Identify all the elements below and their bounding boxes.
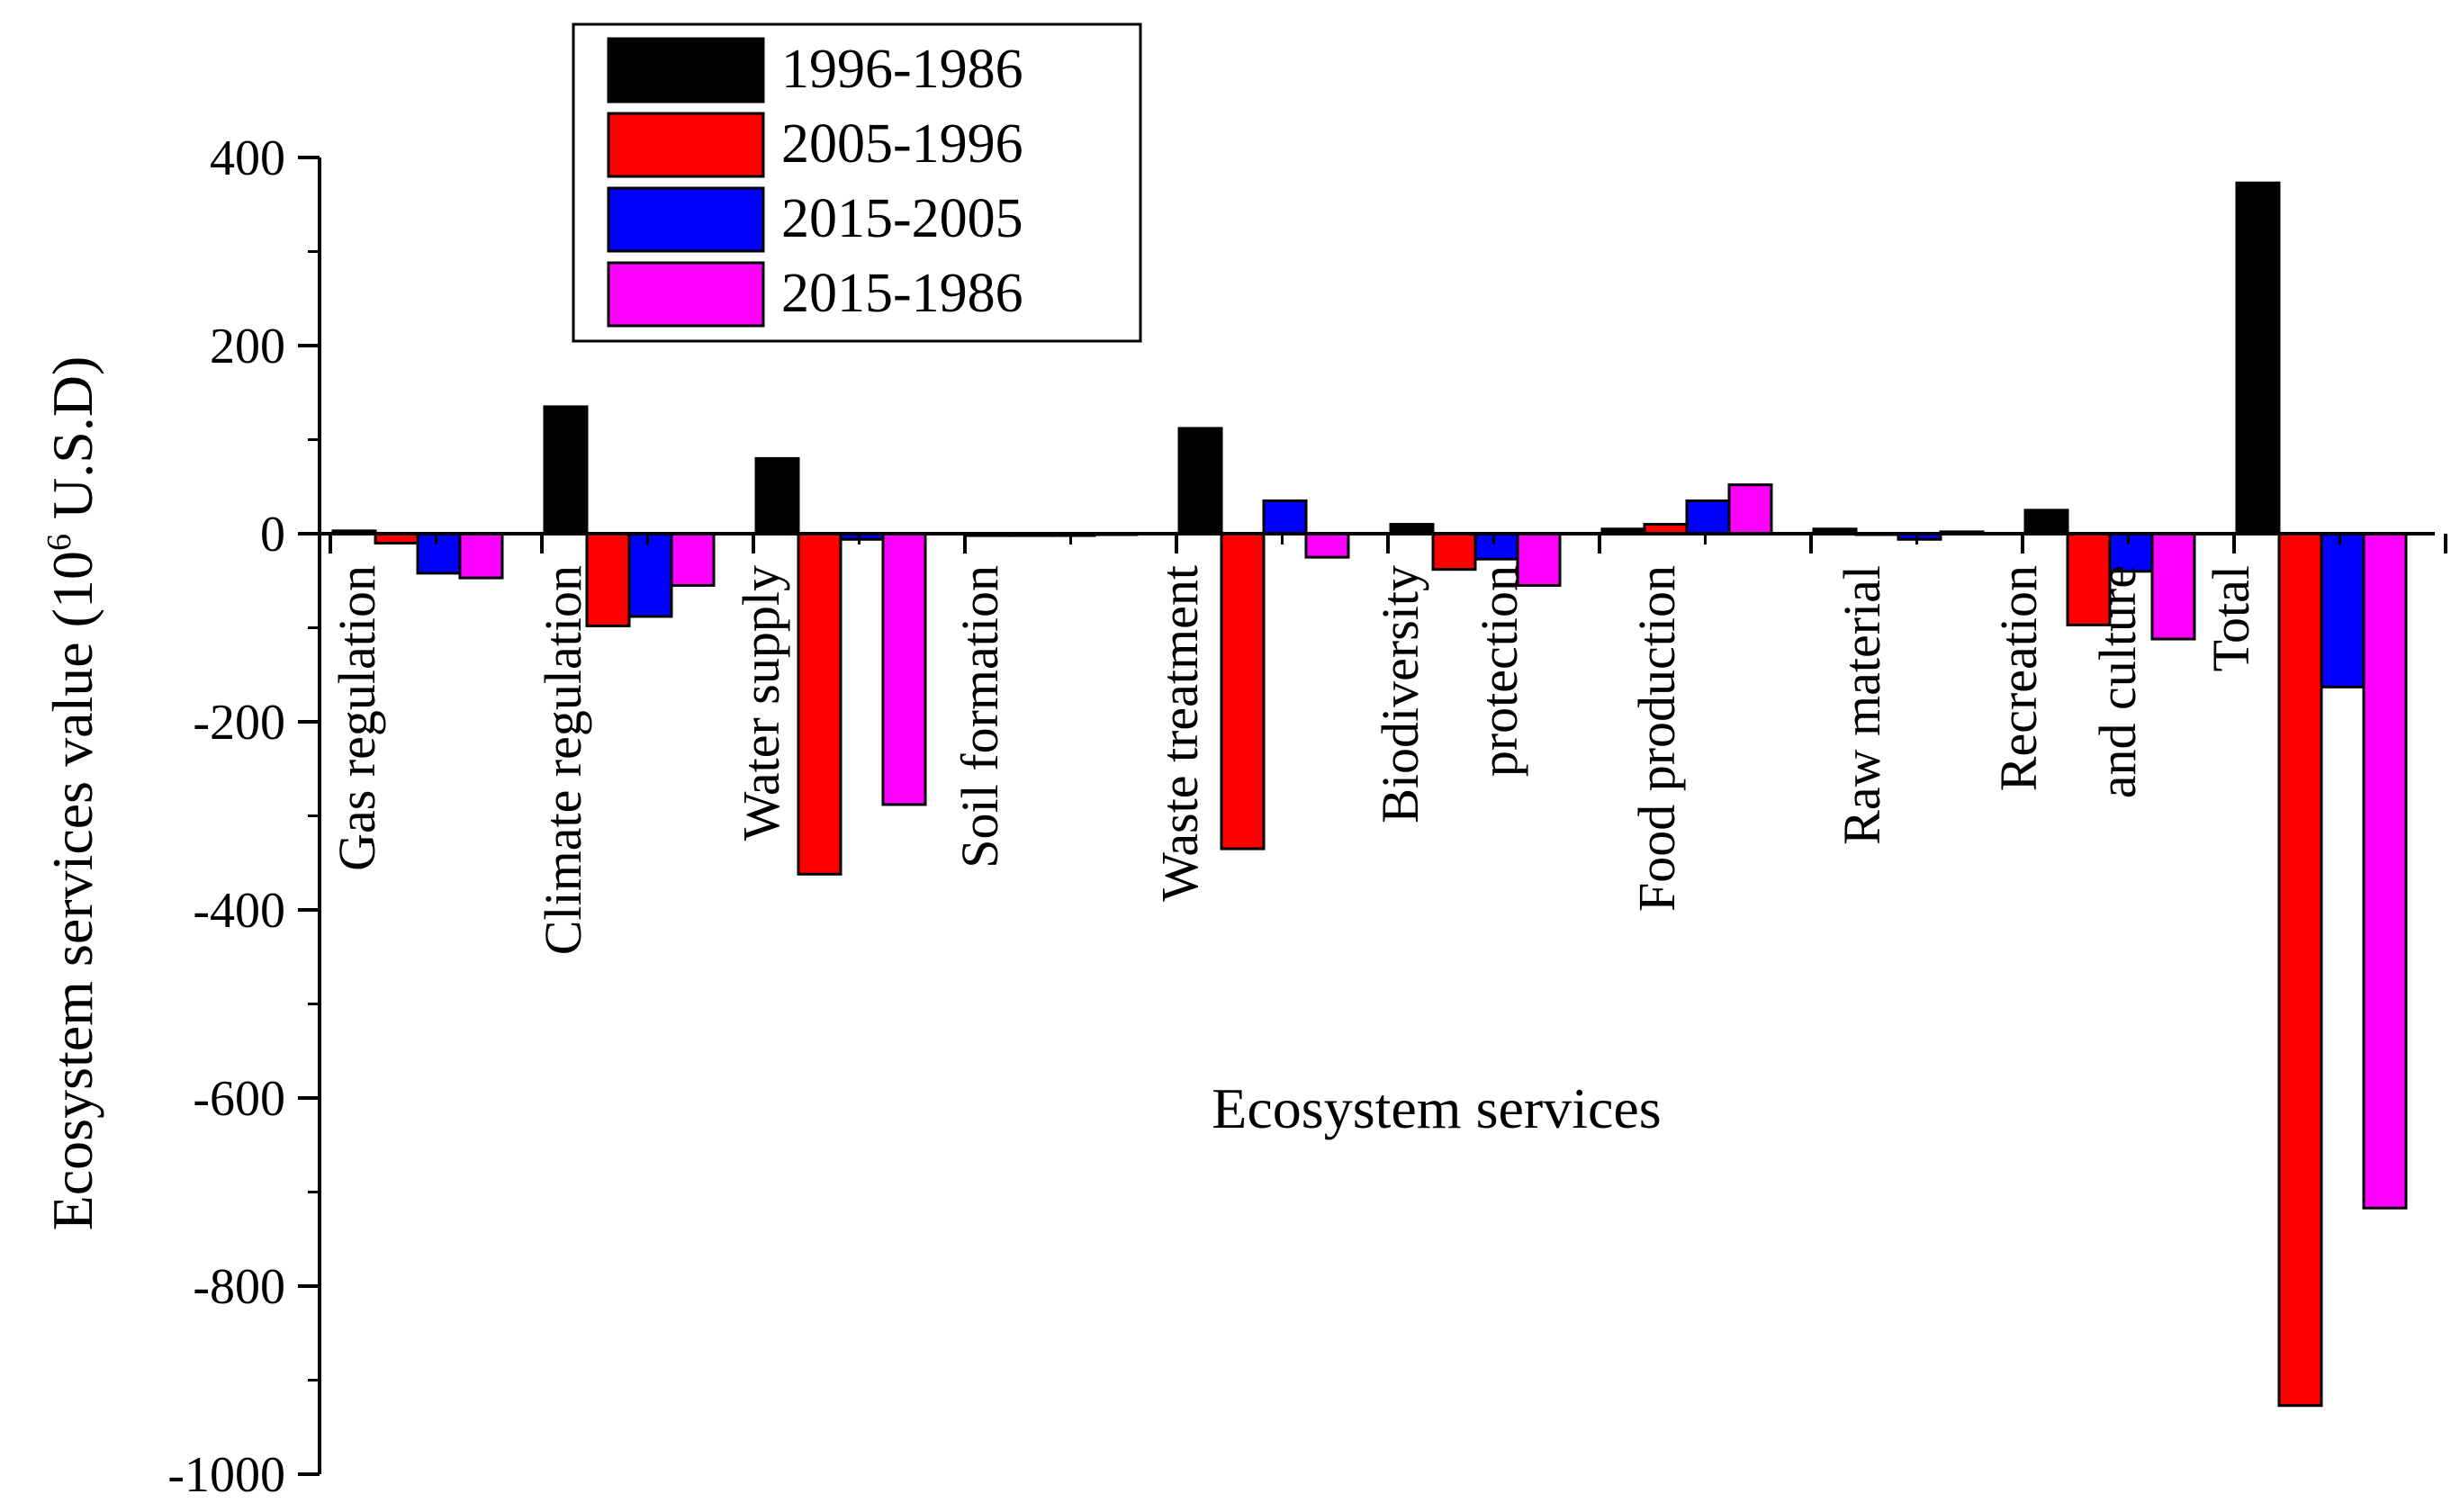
x-axis-title: Ecosystem services (1212, 1076, 1661, 1140)
bar-5-series-4 (1304, 532, 1350, 559)
y-tick-label: -400 (193, 883, 285, 939)
legend-swatch-2 (607, 112, 765, 178)
y-axis-title-main: Ecosystem services value (10 (41, 551, 104, 1230)
legend-label-2: 2005-1996 (781, 113, 1023, 175)
legend-swatch-3 (607, 186, 765, 253)
bar-1-series-4 (458, 532, 504, 580)
y-axis-title: Ecosystem services value (106 U.S.D) (41, 356, 104, 1231)
bar-2-series-4 (670, 532, 716, 587)
bar-9-series-4 (2150, 532, 2196, 641)
bar-10-series-2 (2277, 532, 2323, 1408)
category-label: protection (1470, 565, 1528, 777)
bar-7-series-3 (1685, 499, 1731, 536)
bar-9-series-1 (2023, 508, 2069, 536)
bar-5-series-3 (1262, 499, 1308, 536)
y-tick-label: 200 (210, 319, 285, 374)
bar-3-series-1 (754, 456, 800, 536)
x-axis-ticks (329, 534, 2447, 554)
bar-3-series-2 (797, 532, 843, 876)
category-label: Gas regulation (328, 565, 386, 871)
bar-2-series-2 (585, 532, 631, 627)
y-axis-title-tail: U.S.D) (41, 356, 104, 534)
category-label: Soil formation (951, 565, 1009, 868)
bar-10-series-1 (2235, 181, 2281, 536)
bar-6-series-4 (1516, 532, 1562, 587)
y-tick-label: -600 (193, 1071, 285, 1127)
bar-7-series-4 (1727, 483, 1773, 536)
category-label: Climate regulation (534, 565, 592, 955)
bar-2-series-1 (543, 405, 589, 536)
category-label: Raw material (1833, 565, 1891, 845)
category-label: Biodiversity (1371, 565, 1429, 824)
category-label: Food production (1627, 565, 1686, 912)
bar-2-series-3 (627, 532, 673, 618)
bar-6-series-2 (1431, 532, 1477, 572)
bar-5-series-1 (1177, 427, 1223, 536)
bar-5-series-2 (1220, 532, 1266, 850)
bar-1-series-3 (416, 532, 462, 575)
bar-6-series-3 (1473, 532, 1519, 561)
category-label: Water supply (732, 565, 790, 841)
category-label: Recreation (1989, 565, 2048, 791)
y-axis-title-superscript: 6 (41, 534, 78, 551)
legend: 1996-1986 2005-1996 2015-2005 2015-1986 (572, 22, 1142, 343)
legend-swatch-1 (607, 37, 765, 104)
bar-10-series-3 (2320, 532, 2365, 688)
legend-label-4: 2015-1986 (781, 263, 1023, 324)
legend-label-3: 2015-2005 (781, 188, 1023, 249)
bar-10-series-4 (2362, 532, 2408, 1210)
plot-area: 400 200 0 -200 -400 -600 -800 -1000 Gas regulat… (167, 130, 2447, 1503)
category-label: Waste treatment (1150, 565, 1209, 902)
y-axis-ticks: 400 200 0 -200 -400 -600 -800 -1000 (167, 130, 320, 1503)
legend-label-1: 1996-1986 (781, 39, 1023, 100)
bars-group (331, 181, 2408, 1408)
legend-swatch-4 (607, 261, 765, 328)
y-tick-label: 0 (260, 507, 285, 562)
category-label: Total (2202, 565, 2260, 671)
category-label: and culture (2088, 565, 2147, 798)
y-tick-label: -1000 (167, 1447, 285, 1503)
category-labels: Gas regulation Climate regulation Water su… (328, 565, 2260, 955)
y-tick-label: -800 (193, 1259, 285, 1315)
bar-3-series-4 (881, 532, 927, 806)
y-tick-label: 400 (210, 130, 285, 186)
y-tick-label: -200 (193, 695, 285, 751)
